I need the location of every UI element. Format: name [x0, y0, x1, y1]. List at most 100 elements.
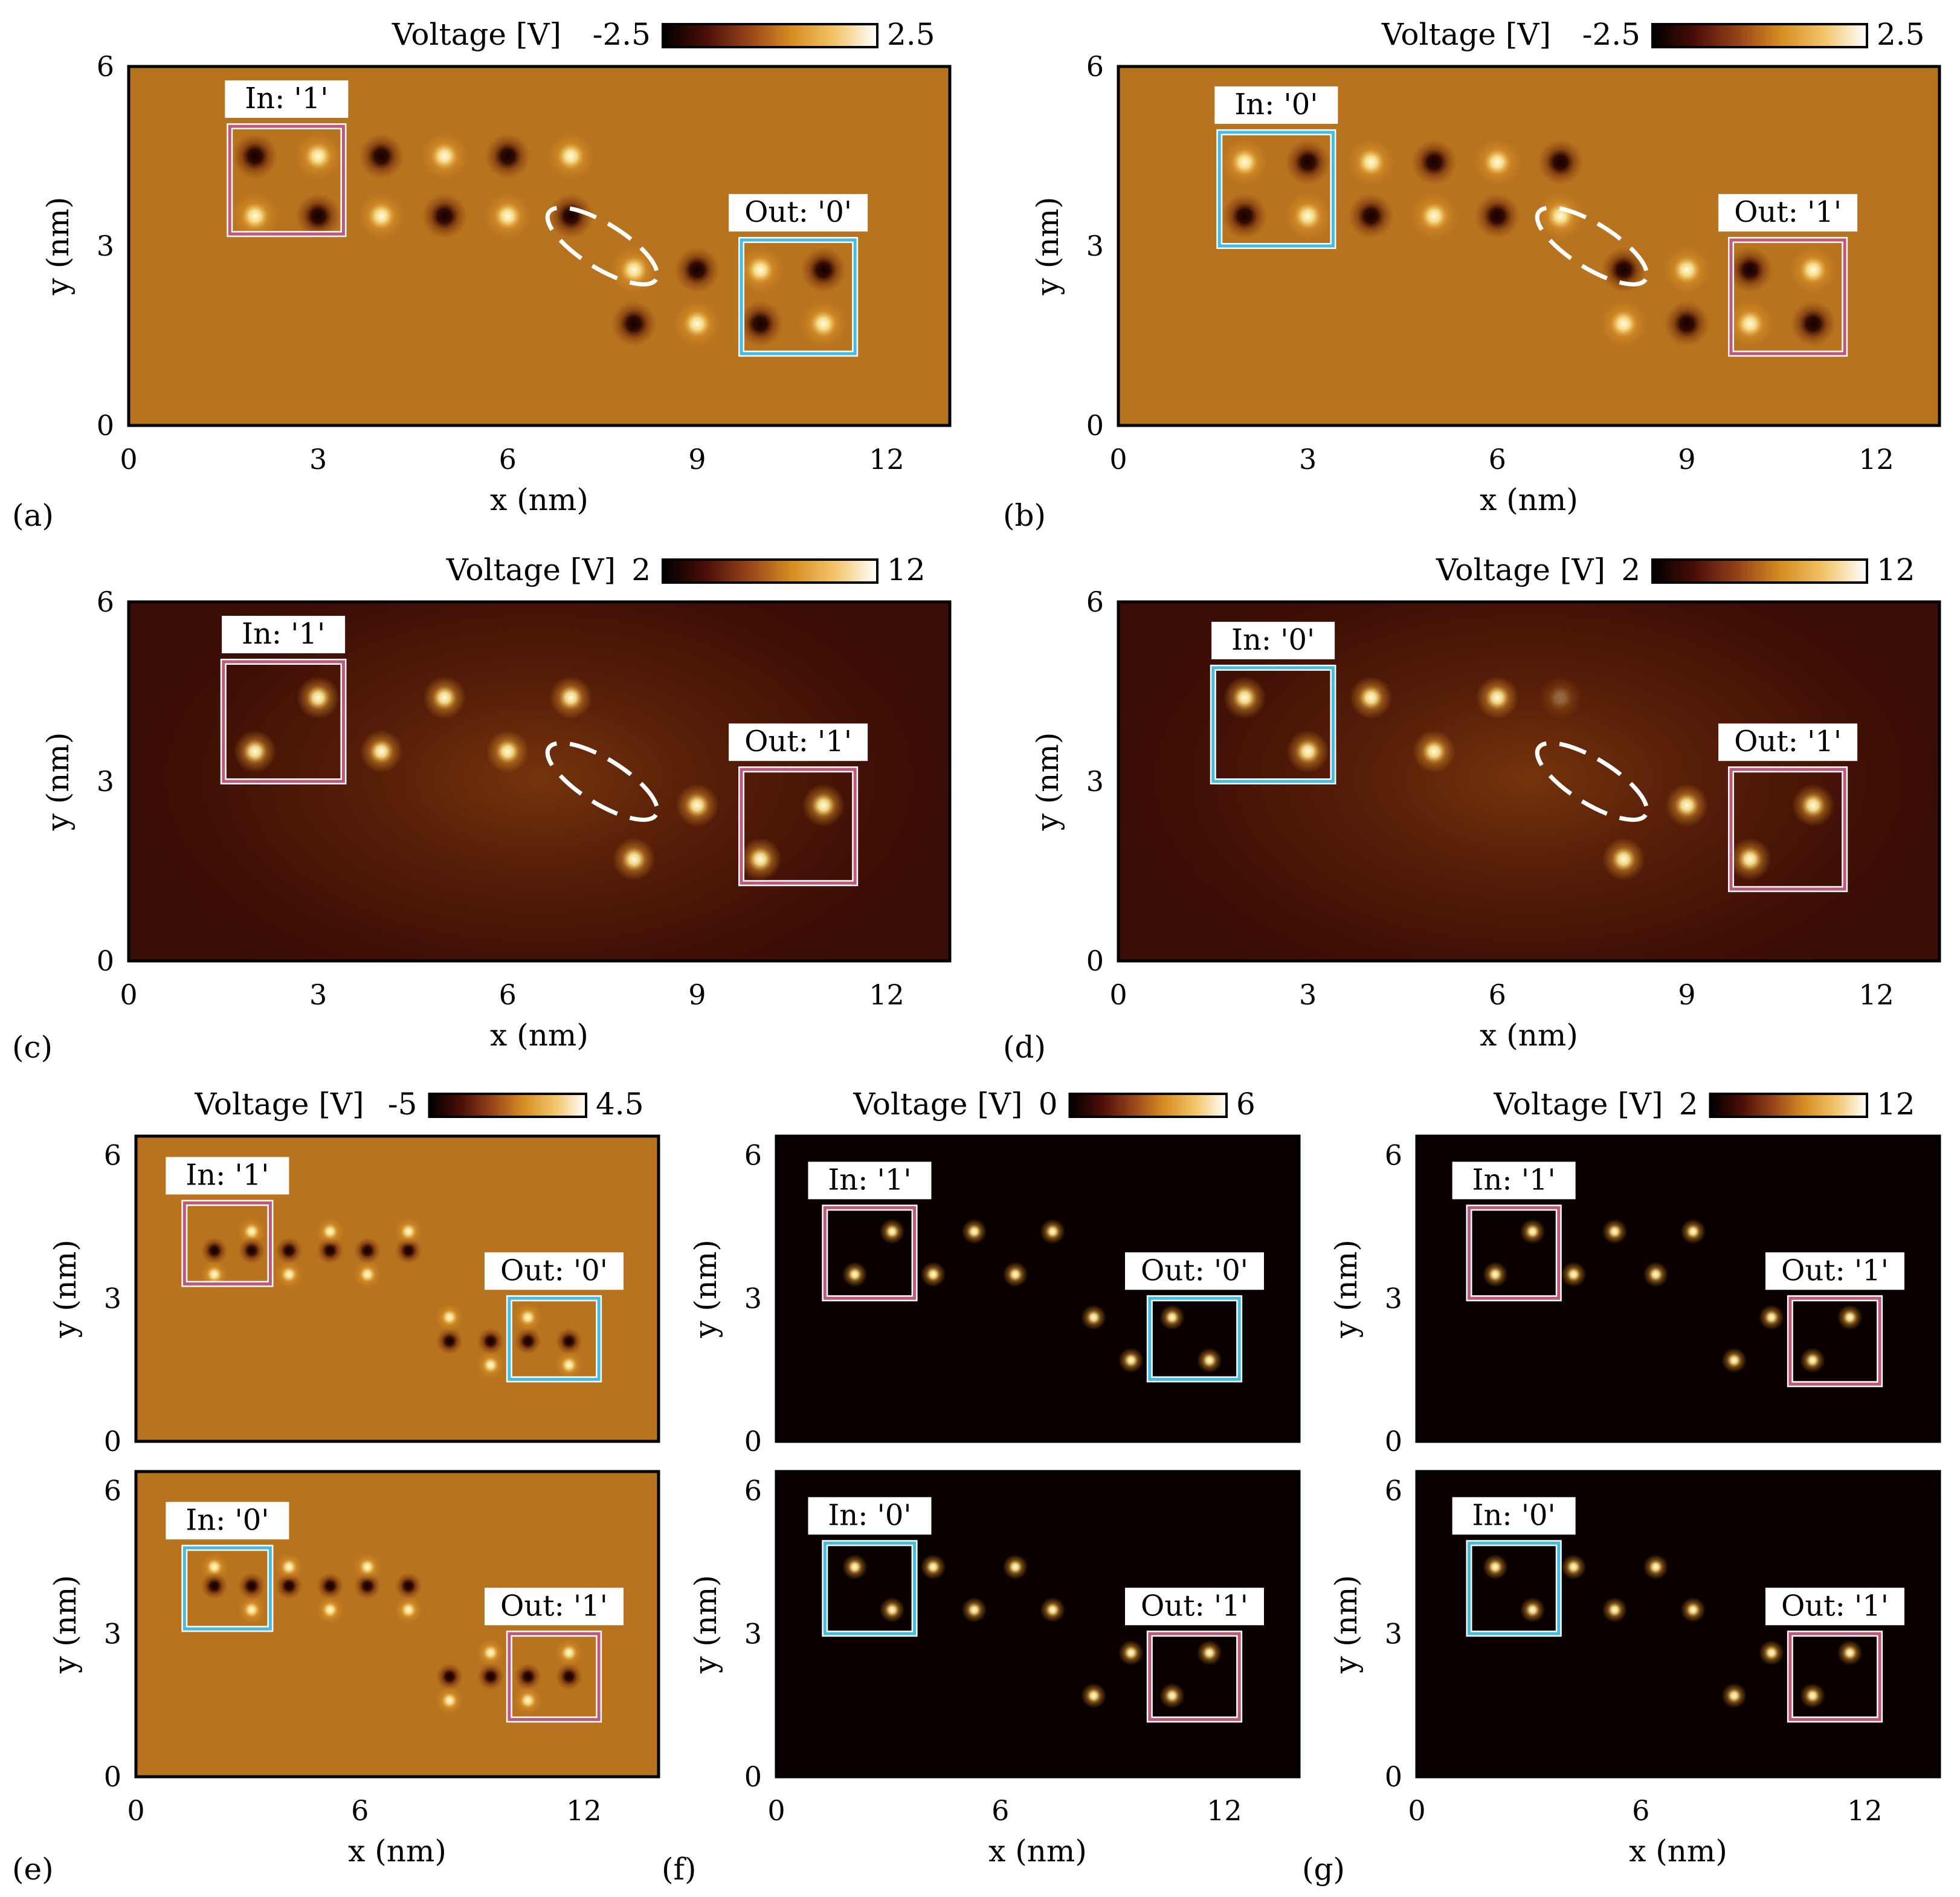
input-label-bg [166, 1157, 289, 1195]
colorbar-min-label: -2.5 [593, 17, 651, 52]
bright-charge-dot [1520, 1218, 1546, 1244]
bright-charge-dot [1643, 1554, 1669, 1580]
bright-charge-dot [274, 1553, 303, 1582]
input-cell-box [1468, 1206, 1561, 1300]
input-label: In: '0' [828, 1498, 911, 1532]
input-cell-box [823, 1206, 917, 1300]
bright-charge-dot [1728, 838, 1771, 881]
bright-charge-dot [1837, 1640, 1863, 1666]
bright-charge-dot [1349, 676, 1393, 719]
dashed-ellipse-annotation [545, 741, 660, 822]
output-label: Out: '0' [744, 195, 852, 229]
input-cell-box [1211, 666, 1335, 783]
bright-charge-dot [1223, 676, 1266, 719]
y-tick-label: 3 [744, 1617, 762, 1650]
dark-charge-dot [1790, 301, 1836, 347]
x-tick-label: 0 [120, 443, 137, 476]
bright-charge-dot [274, 1260, 303, 1289]
input-label: In: '0' [1234, 88, 1318, 121]
x-tick-label: 3 [1299, 978, 1317, 1011]
bright-charge-dot [842, 1554, 868, 1580]
bright-charge-dot [1799, 1682, 1825, 1708]
input-label: In: '0' [1231, 623, 1315, 657]
y-tick-label: 6 [1086, 50, 1104, 83]
y-tick-label: 0 [744, 1425, 762, 1458]
y-axis-label: y (nm) [1030, 732, 1065, 832]
bright-charge-dot [435, 1303, 464, 1332]
output-cell-box [508, 1632, 601, 1721]
bright-charge-dot [555, 1351, 584, 1380]
output-label: Out: '1' [1781, 1253, 1889, 1287]
bright-charge-dot [1539, 676, 1582, 719]
y-tick-label: 6 [1086, 586, 1104, 618]
dark-charge-dot [436, 1328, 463, 1355]
output-label: Out: '1' [1734, 195, 1842, 229]
bright-charge-dot [736, 245, 785, 294]
dark-charge-dot [477, 1663, 505, 1690]
output-label-bg [485, 1588, 624, 1626]
x-tick-label: 12 [1847, 1794, 1883, 1827]
input-cell-box [182, 1201, 272, 1286]
dark-charge-dot [1348, 193, 1394, 239]
x-tick-label: 3 [309, 443, 327, 476]
x-axis-label: x (nm) [1480, 482, 1578, 517]
x-tick-label: 6 [1489, 443, 1506, 476]
input-label-bg [808, 1497, 932, 1535]
bright-charge-dot [1159, 1682, 1185, 1708]
colorbar-title: Voltage [V] [1436, 552, 1605, 587]
output-label: Out: '1' [1781, 1589, 1889, 1623]
colorbar-min-label: 2 [1679, 1087, 1698, 1122]
bright-charge-dot [1283, 192, 1332, 241]
colorbar-min-label: 0 [1039, 1087, 1058, 1122]
output-label: Out: '0' [1141, 1253, 1248, 1287]
colorbar-title: Voltage [V] [446, 552, 616, 587]
x-tick-label: 9 [1678, 978, 1695, 1011]
input-label-bg [166, 1502, 289, 1540]
input-label-bg [1452, 1162, 1576, 1200]
dashed-ellipse-annotation [1535, 205, 1649, 286]
output-label-bg [1718, 194, 1858, 232]
y-axis-label: y (nm) [1329, 1575, 1364, 1674]
bright-charge-dot [483, 192, 532, 241]
output-cell-box [508, 1296, 601, 1381]
panel-letter: (g) [1302, 1852, 1345, 1887]
y-axis-label: y (nm) [48, 1575, 83, 1674]
output-label: Out: '1' [744, 725, 852, 758]
dark-charge-dot [276, 1237, 303, 1264]
bright-charge-dot [1561, 1261, 1587, 1287]
y-axis-label: y (nm) [688, 1575, 723, 1674]
plot-frame [1117, 65, 1941, 427]
bright-charge-dot [1473, 138, 1521, 187]
bright-charge-dot [357, 192, 405, 241]
y-tick-label: 3 [1385, 1282, 1402, 1314]
y-tick-label: 6 [744, 1139, 762, 1172]
y-tick-label: 3 [1385, 1617, 1402, 1650]
chart-panel-9: In: '0' Out: '1' 0 3 6 0 6 12 x (nm) y (nm) [1329, 1470, 1941, 1869]
dark-charge-dot [1474, 193, 1520, 239]
y-tick-label: 0 [1385, 1425, 1402, 1458]
x-tick-label: 12 [869, 978, 904, 1011]
bright-charge-dot [1410, 192, 1459, 241]
input-cell-box [228, 124, 345, 236]
bright-charge-dot [1347, 138, 1395, 187]
bright-charge-dot [231, 192, 279, 241]
input-cell-box [823, 1541, 917, 1635]
x-tick-label: 0 [1109, 978, 1127, 1011]
bright-charge-dot [555, 1638, 584, 1667]
output-cell-box [1148, 1632, 1241, 1721]
bright-charge-dot [1413, 729, 1456, 774]
output-label-bg [1718, 723, 1858, 761]
bright-charge-dot [237, 1217, 266, 1246]
output-cell-box [1729, 768, 1846, 891]
plot-frame [1415, 1134, 1941, 1443]
output-label: Out: '0' [500, 1253, 608, 1287]
bright-charge-dot [315, 1595, 344, 1624]
y-axis-label: y (nm) [40, 197, 76, 296]
output-label-bg [485, 1252, 624, 1290]
plot-frame [1117, 600, 1941, 963]
input-label: In: '0' [1472, 1498, 1556, 1532]
dark-charge-dot [514, 1328, 541, 1355]
dark-charge-dot [295, 193, 341, 239]
bright-charge-dot [1791, 784, 1835, 827]
bright-charge-dot [961, 1218, 987, 1244]
